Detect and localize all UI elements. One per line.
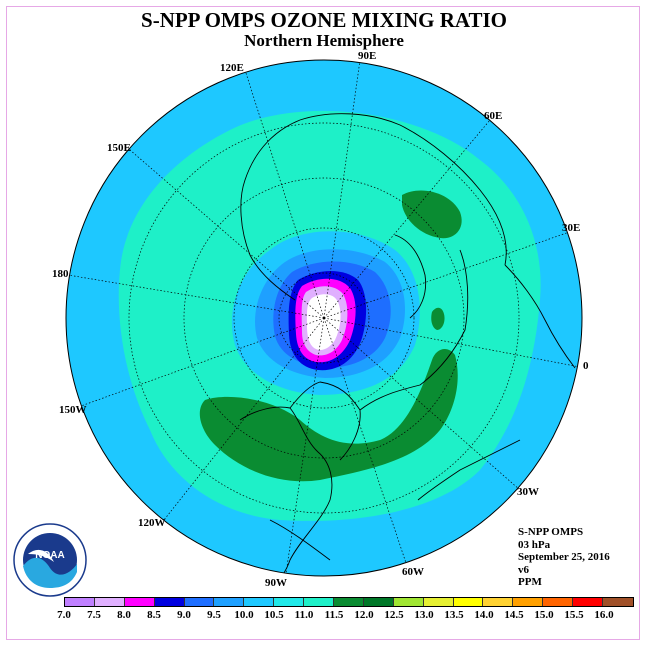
figure-frame (6, 6, 640, 640)
colorbar-swatch (154, 598, 185, 606)
colorbar-tick-label: 10.5 (264, 609, 284, 621)
lon-label-30e: 30E (562, 222, 581, 234)
colorbar-swatch (94, 598, 125, 606)
colorbar-swatch (244, 598, 275, 606)
ozone-field (66, 60, 582, 576)
colorbar-swatch (483, 598, 514, 606)
colorbar-tick-label: 13.0 (414, 609, 434, 621)
info-version: v6 (518, 563, 529, 576)
colorbar-swatch (274, 598, 305, 606)
colorbar-tick-label: 12.5 (384, 609, 404, 621)
colorbar (64, 597, 634, 607)
colorbar-swatch (214, 598, 245, 606)
colorbar-swatch (573, 598, 604, 606)
lon-label-90e: 90E (358, 50, 377, 62)
colorbar-swatch (513, 598, 544, 606)
colorbar-tick-label: 15.5 (564, 609, 584, 621)
colorbar-swatch (304, 598, 335, 606)
info-level: 03 hPa (518, 538, 551, 551)
graticule (67, 60, 581, 576)
colorbar-tick-label: 8.5 (147, 609, 161, 621)
colorbar-tick-label: 7.5 (87, 609, 101, 621)
colorbar-tick-label: 7.0 (57, 609, 71, 621)
info-block: S-NPP OMPS 03 hPa September 25, 2016 v6 … (518, 526, 610, 589)
colorbar-tick-label: 9.5 (207, 609, 221, 621)
lon-label-120e: 120E (220, 62, 244, 74)
map-boundary (65, 59, 583, 577)
colorbar-tick-label: 12.0 (354, 609, 374, 621)
info-units: PPM (518, 576, 542, 588)
colorbar-tick-label: 8.0 (117, 609, 131, 621)
field-band-11-5-small (431, 307, 445, 330)
lon-label-150w: 150W (59, 404, 87, 416)
colorbar-tick-label: 16.0 (594, 609, 614, 621)
info-instrument: S-NPP OMPS (518, 526, 584, 538)
lon-label-60e: 60E (484, 110, 503, 122)
lon-label-30w: 30W (517, 486, 539, 498)
colorbar-swatch (453, 598, 484, 606)
map-subtitle: Northern Hemisphere (244, 31, 404, 50)
field-band-11-5-east (402, 190, 462, 239)
colorbar-tick-label: 9.0 (177, 609, 191, 621)
colorbar-tick-label: 14.5 (504, 609, 524, 621)
noaa-logo: NOAA (13, 523, 87, 597)
lon-label-180: 180 (52, 268, 69, 280)
colorbar-tick-label: 11.0 (294, 609, 314, 621)
colorbar-swatch (393, 598, 424, 606)
colorbar-swatch (603, 598, 633, 606)
lon-label-150e: 150E (107, 142, 131, 154)
lon-label-90w: 90W (265, 577, 287, 589)
field-band-11-5-main (199, 348, 458, 482)
colorbar-swatch (65, 598, 95, 606)
colorbar-tick-label: 10.0 (234, 609, 254, 621)
colorbar-tick-label: 13.5 (444, 609, 464, 621)
colorbar-tick-label: 11.5 (324, 609, 344, 621)
lon-label-120w: 120W (138, 517, 166, 529)
lon-label-60w: 60W (402, 566, 424, 578)
colorbar-swatch (124, 598, 155, 606)
colorbar-tick-label: 14.0 (474, 609, 494, 621)
colorbar-swatch (543, 598, 574, 606)
info-date: September 25, 2016 (518, 551, 610, 563)
lon-label-0: 0 (583, 360, 589, 372)
colorbar-tick-label: 15.0 (534, 609, 554, 621)
map-title: S-NPP OMPS OZONE MIXING RATIO (141, 8, 507, 32)
field-low-core (306, 294, 341, 350)
colorbar-swatch (334, 598, 364, 606)
colorbar-swatch (423, 598, 454, 606)
coastlines (239, 113, 576, 576)
colorbar-swatch (363, 598, 394, 606)
colorbar-swatch (184, 598, 215, 606)
logo-text: NOAA (35, 550, 64, 561)
